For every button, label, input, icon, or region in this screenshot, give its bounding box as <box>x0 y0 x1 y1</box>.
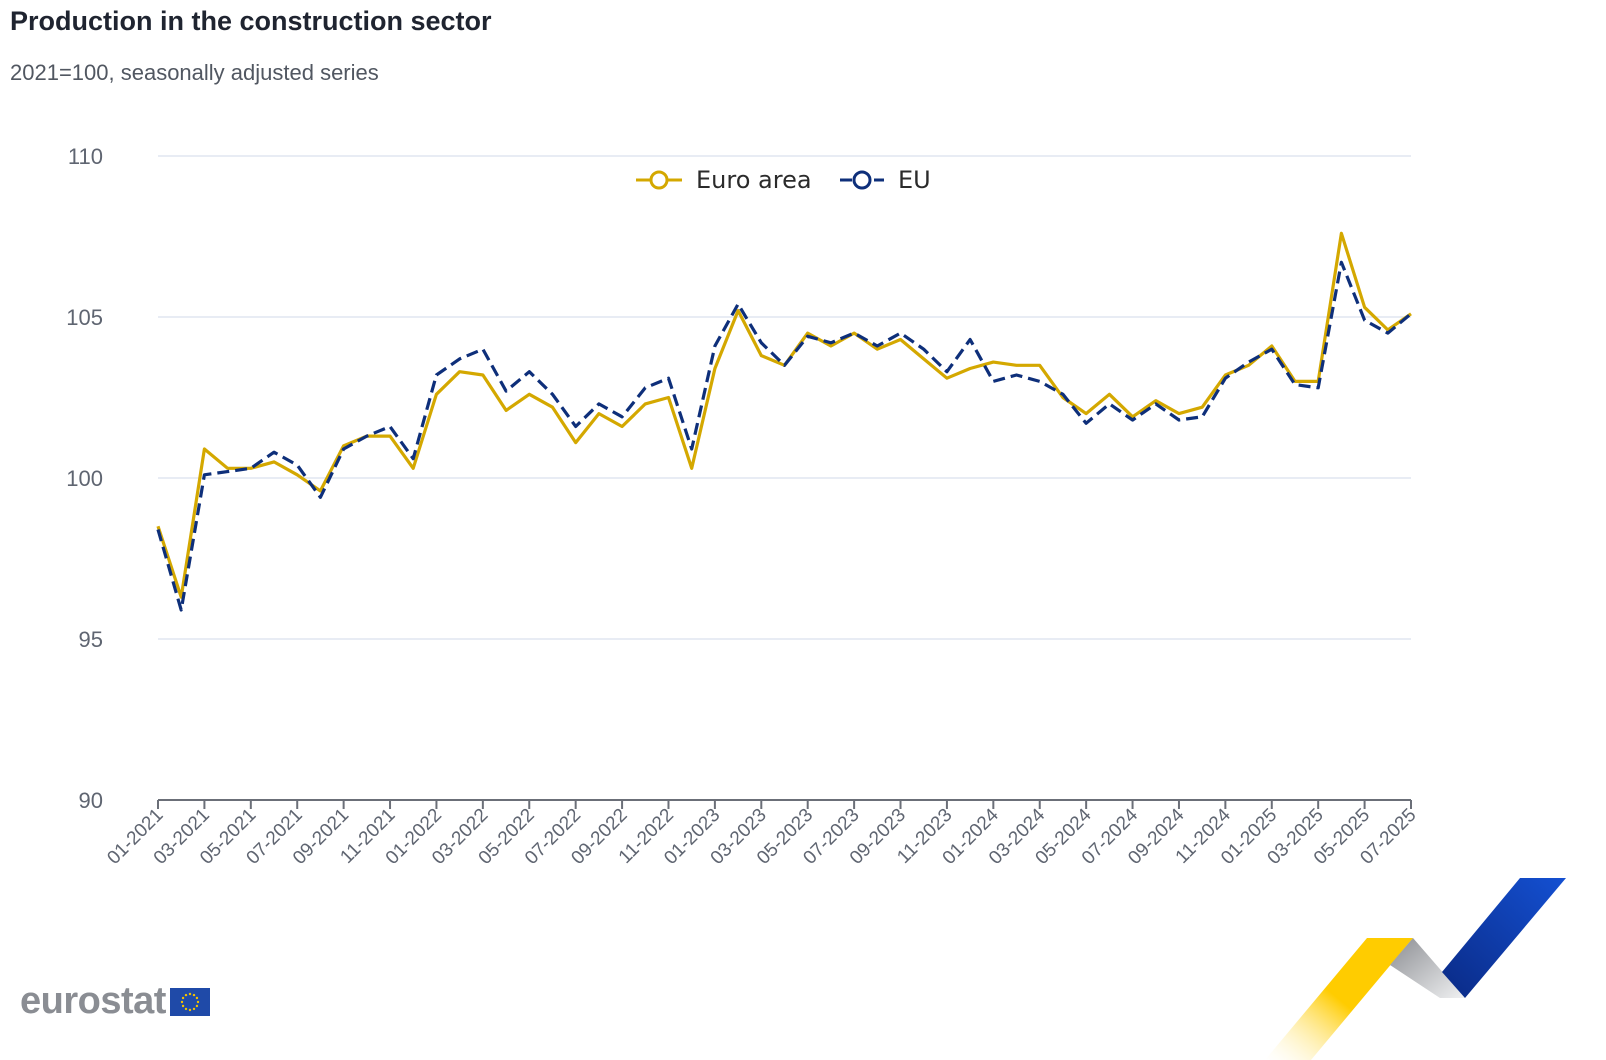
chart-subtitle: 2021=100, seasonally adjusted series <box>10 60 379 85</box>
eurostat-logo: eurostat <box>20 980 210 1023</box>
flag-star <box>184 1007 188 1010</box>
y-tick-label: 95 <box>79 627 103 652</box>
eu-flag-icon <box>169 987 210 1016</box>
flag-star <box>180 1000 184 1003</box>
flag-star <box>195 1004 199 1007</box>
flag-star <box>181 1004 185 1007</box>
flag-star <box>192 993 196 996</box>
flag-star <box>188 1008 192 1011</box>
flag-star <box>195 996 199 999</box>
eurostat-ribbon-graphic <box>1265 878 1566 1060</box>
legend-label-euro-area: Euro area <box>696 166 812 194</box>
flag-star <box>188 992 192 995</box>
series-lines <box>156 231 1413 612</box>
gridlines <box>158 155 1411 640</box>
series-line-eu[interactable] <box>156 260 1413 612</box>
legend-item-eu[interactable]: EU <box>840 166 931 194</box>
chart-title: Production in the construction sector <box>10 6 492 36</box>
flag-star <box>181 996 185 999</box>
legend-marker-euro-area <box>649 170 669 190</box>
legend-item-euro-area[interactable]: Euro area <box>636 166 812 194</box>
flag-star <box>192 1007 196 1010</box>
x-axis: 01-202103-202105-202107-202109-202111-20… <box>103 799 1421 869</box>
legend[interactable]: Euro area EU <box>636 166 931 194</box>
y-tick-label: 105 <box>66 305 103 330</box>
y-axis-labels: 90 95 100 105 110 <box>66 144 103 813</box>
legend-marker-eu <box>852 170 872 190</box>
y-tick-label: 90 <box>79 788 103 813</box>
y-tick-label: 110 <box>68 144 103 169</box>
series-line-euro-area[interactable] <box>156 231 1412 599</box>
y-tick-label: 100 <box>66 466 103 491</box>
flag-star <box>196 1000 200 1003</box>
legend-label-eu: EU <box>898 166 931 194</box>
logo-text: eurostat <box>20 980 166 1022</box>
flag-star <box>184 993 188 996</box>
